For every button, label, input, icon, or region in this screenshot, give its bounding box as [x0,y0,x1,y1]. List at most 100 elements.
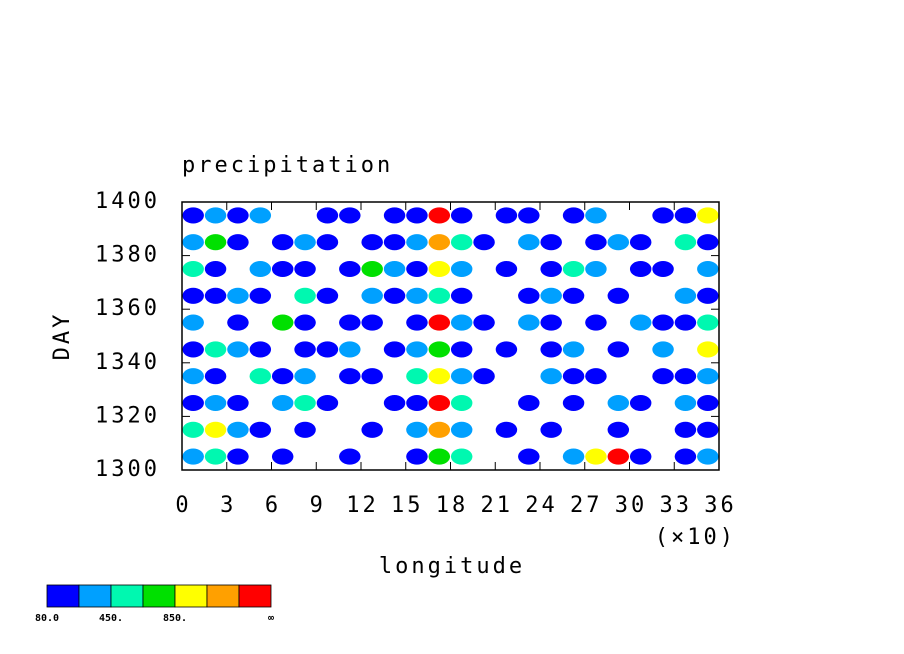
contour-cell [294,421,316,438]
contour-cell [518,234,540,251]
contour-cell [227,421,249,438]
contour-cell [204,421,227,438]
contour-cell [607,234,630,251]
contour-cell [674,314,697,331]
contour-cell [607,287,630,304]
contour-cell [585,314,607,331]
contour-cell [182,314,204,331]
contour-cell [540,234,562,251]
colorbar-box [174,584,208,608]
contour-cell [652,260,674,278]
chart-title: precipitation [182,153,393,178]
contour-cell [227,314,249,331]
contour-cell [361,368,383,385]
contour-cell [204,394,227,412]
y-tick-label: 1360 [95,296,160,321]
contour-cell [428,234,451,251]
contour-cell [473,314,495,331]
contour-cell [697,421,719,438]
contour-cell [361,287,383,304]
contour-cell [428,287,451,304]
contour-cell [697,314,719,331]
contour-cell [406,341,428,358]
contour-cell [697,448,719,465]
contour-cell [227,341,249,358]
y-tick-label: 1400 [95,189,160,214]
x-tick-label: 6 [265,493,281,518]
contour-cell [383,260,406,278]
contour-cell [406,421,428,438]
contour-cell [450,341,473,358]
contour-cell [607,448,630,465]
contour-cell [227,207,249,224]
contour-cell [518,394,540,412]
x-tick-label: 24 [525,493,558,518]
contour-cell [652,341,674,358]
contour-cell [585,448,607,465]
colorbar-box [238,584,272,608]
contour-cell [629,394,652,412]
contour-cell [540,341,562,358]
x-tick-label: 3 [220,493,236,518]
contour-cell [450,368,473,385]
contour-cell [316,287,339,304]
contour-cell [629,314,652,331]
contour-cell [450,314,473,331]
contour-cell [406,394,428,412]
contour-cell [294,260,316,278]
contour-cell [674,394,697,412]
contour-cell [294,341,316,358]
contour-cell [271,314,294,331]
contour-cell [249,207,272,224]
contour-cell [227,394,249,412]
contour-cell [428,314,451,331]
contour-cell [428,207,451,224]
contour-cell [495,421,518,438]
contour-cell [182,368,204,385]
contour-cell [629,448,652,465]
colorbar-box [110,584,144,608]
contour-cell [249,341,272,358]
contour-cell [674,287,697,304]
contour-cell [495,341,518,358]
contour-cell [316,234,339,251]
contour-cell [428,394,451,412]
contour-cell [271,368,294,385]
contour-cell [339,314,361,331]
contour-cell [450,448,473,465]
contour-cell [540,421,562,438]
contour-cell [674,207,697,224]
x-tick-label: 15 [391,493,424,518]
contour-cell [674,368,697,385]
contour-cell [227,234,249,251]
contour-cell [383,341,406,358]
contour-cell [562,341,585,358]
contour-cell [204,287,227,304]
contour-cell [697,394,719,412]
x-axis-label: longitude [379,554,525,579]
contour-cell [339,368,361,385]
contour-cell [652,207,674,224]
y-tick-label: 1340 [95,350,160,375]
colorbar-label: 450. [99,613,123,624]
contour-cell [204,260,227,278]
contour-cell [182,287,204,304]
contour-cell [406,448,428,465]
colorbar-box [78,584,112,608]
contour-cell [562,260,585,278]
contour-cell [249,368,272,385]
contour-cell [294,368,316,385]
contour-cell [562,207,585,224]
contour-cell [607,394,630,412]
contour-cell [204,448,227,465]
contour-cell [383,234,406,251]
contour-cell [652,368,674,385]
contour-cell [316,207,339,224]
contour-cell [518,287,540,304]
contour-cell [383,207,406,224]
contour-cell [585,207,607,224]
contour-cell [585,260,607,278]
contour-cell [629,260,652,278]
contour-cell [674,234,697,251]
contour-cell [697,368,719,385]
